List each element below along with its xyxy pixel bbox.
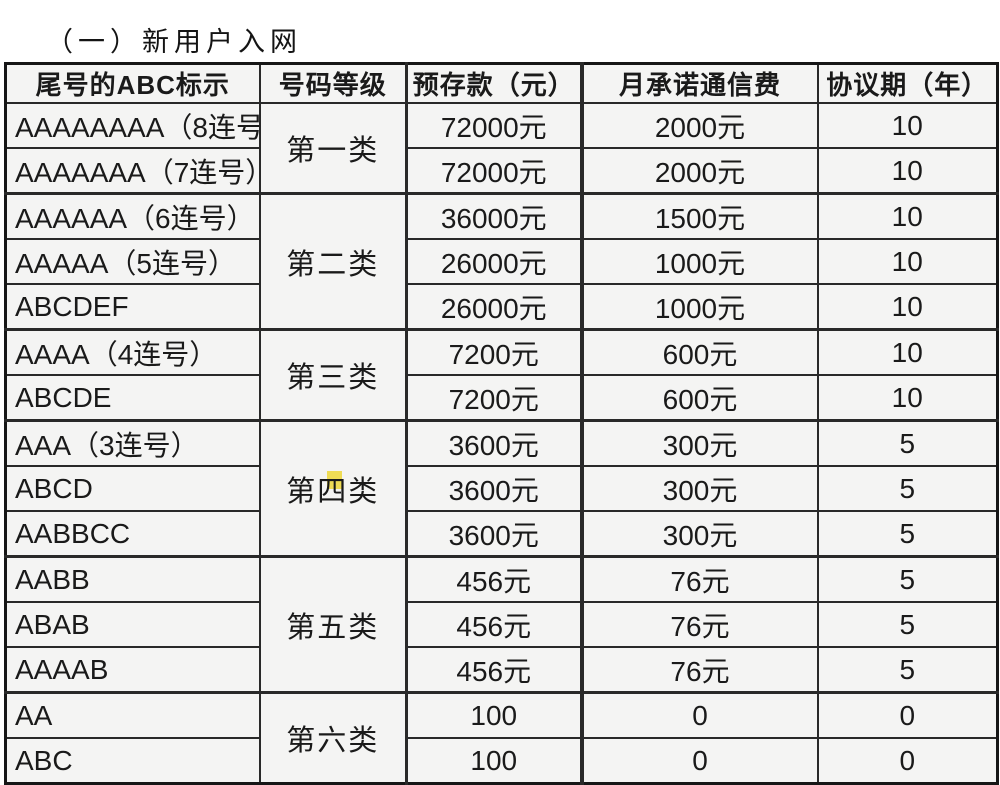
monthly-fee-cell: 1000元: [579, 238, 819, 285]
header-tail: 尾号的ABC标示: [4, 62, 261, 104]
deposit-cell: 7200元: [405, 374, 583, 422]
table-row: AAAAAAAA（8连号 第一类 72000元 2000元 10: [4, 102, 999, 195]
term-cell: 0: [816, 737, 999, 785]
monthly-fee-cell: 600元: [579, 328, 819, 376]
deposit-cell: 100: [405, 691, 583, 739]
table-row: ABAB 456元 76元 5: [4, 601, 999, 648]
term-cell: 10: [816, 283, 999, 331]
term-cell: 5: [816, 646, 999, 694]
monthly-fee-cell: 300元: [579, 510, 819, 558]
tail-cell: ABCDEF: [4, 283, 261, 331]
tail-cell: AA: [4, 691, 261, 739]
term-cell: 10: [816, 238, 999, 285]
deposit-cell: 72000元: [405, 147, 583, 195]
monthly-fee-cell: 76元: [579, 646, 819, 694]
tail-cell: AABBCC: [4, 510, 261, 558]
header-monthly-fee: 月承诺通信费: [579, 62, 819, 104]
term-cell: 5: [816, 601, 999, 648]
deposit-cell: 456元: [405, 555, 583, 603]
table-row: AAAAAAA（7连号） 72000元 2000元 10: [4, 147, 999, 195]
tail-cell: AAA（3连号）: [4, 419, 261, 467]
deposit-cell: 100: [405, 737, 583, 785]
term-cell: 5: [816, 555, 999, 603]
deposit-cell: 7200元: [405, 328, 583, 376]
term-cell: 5: [816, 510, 999, 558]
tail-cell: AAAAAA（6连号）: [4, 192, 261, 240]
tail-cell: AAAAAAA（7连号）: [4, 147, 261, 195]
deposit-cell: 3600元: [405, 465, 583, 512]
tail-cell: ABAB: [4, 601, 261, 648]
header-deposit: 预存款（元）: [405, 62, 583, 104]
deposit-cell: 456元: [405, 646, 583, 694]
monthly-fee-cell: 76元: [579, 555, 819, 603]
header-term: 协议期（年）: [816, 62, 999, 104]
tail-cell: ABCDE: [4, 374, 261, 422]
monthly-fee-cell: 2000元: [579, 102, 819, 149]
table-row: AAAAA（5连号） 26000元 1000元 10: [4, 238, 999, 285]
term-cell: 10: [816, 192, 999, 240]
table-row: AAAAB 456元 76元 5: [4, 646, 999, 694]
monthly-fee-cell: 2000元: [579, 147, 819, 195]
table-row: ABCDEF 26000元 1000元 10: [4, 283, 999, 331]
tail-cell: AAAAAAAA（8连号: [4, 102, 261, 149]
term-cell: 0: [816, 691, 999, 739]
term-cell: 10: [816, 374, 999, 422]
monthly-fee-cell: 0: [579, 737, 819, 785]
grade-cell-tier2: 第二类: [258, 192, 408, 331]
grade-cell-tier1: 第一类: [258, 102, 408, 195]
deposit-cell: 26000元: [405, 238, 583, 285]
tail-cell: AABB: [4, 555, 261, 603]
header-row: 尾号的ABC标示 号码等级 预存款（元） 月承诺通信费 协议期（年）: [4, 62, 999, 104]
table-row: AA 第六类 100 0 0: [4, 691, 999, 785]
monthly-fee-cell: 300元: [579, 419, 819, 467]
deposit-cell: 26000元: [405, 283, 583, 331]
tail-cell: ABCD: [4, 465, 261, 512]
deposit-cell: 3600元: [405, 419, 583, 467]
deposit-cell: 72000元: [405, 102, 583, 149]
grade-cell-tier6: 第六类: [258, 691, 408, 785]
table-row: AAAAAA（6连号） 第二类 36000元 1500元 10: [4, 192, 999, 331]
tail-cell: ABC: [4, 737, 261, 785]
tail-cell: AAAA（4连号）: [4, 328, 261, 376]
grade-cell-tier3: 第三类: [258, 328, 408, 422]
table-row: AABBCC 3600元 300元 5: [4, 510, 999, 558]
deposit-cell: 456元: [405, 601, 583, 648]
rate-table: 尾号的ABC标示 号码等级 预存款（元） 月承诺通信费 协议期（年） AAAAA…: [4, 62, 999, 785]
term-cell: 10: [816, 147, 999, 195]
monthly-fee-cell: 1500元: [579, 192, 819, 240]
tail-cell: AAAAA（5连号）: [4, 238, 261, 285]
monthly-fee-cell: 76元: [579, 601, 819, 648]
table-row: AABB 第五类 456元 76元 5: [4, 555, 999, 694]
table-row: ABC 100 0 0: [4, 737, 999, 785]
monthly-fee-cell: 1000元: [579, 283, 819, 331]
monthly-fee-cell: 300元: [579, 465, 819, 512]
table-row: ABCDE 7200元 600元 10: [4, 374, 999, 422]
term-cell: 5: [816, 465, 999, 512]
grade-cell-tier4: 第四类: [258, 419, 408, 558]
term-cell: 10: [816, 102, 999, 149]
deposit-cell: 36000元: [405, 192, 583, 240]
deposit-cell: 3600元: [405, 510, 583, 558]
header-grade: 号码等级: [258, 62, 408, 104]
table-row: AAA（3连号） 第四类 3600元 300元 5: [4, 419, 999, 558]
table-row: AAAA（4连号） 第三类 7200元 600元 10: [4, 328, 999, 422]
grade-cell-tier5: 第五类: [258, 555, 408, 694]
tail-cell: AAAAB: [4, 646, 261, 694]
monthly-fee-cell: 0: [579, 691, 819, 739]
term-cell: 5: [816, 419, 999, 467]
table-row: ABCD 3600元 300元 5: [4, 465, 999, 512]
page-title: （一）新用户入网: [46, 27, 302, 57]
monthly-fee-cell: 600元: [579, 374, 819, 422]
term-cell: 10: [816, 328, 999, 376]
